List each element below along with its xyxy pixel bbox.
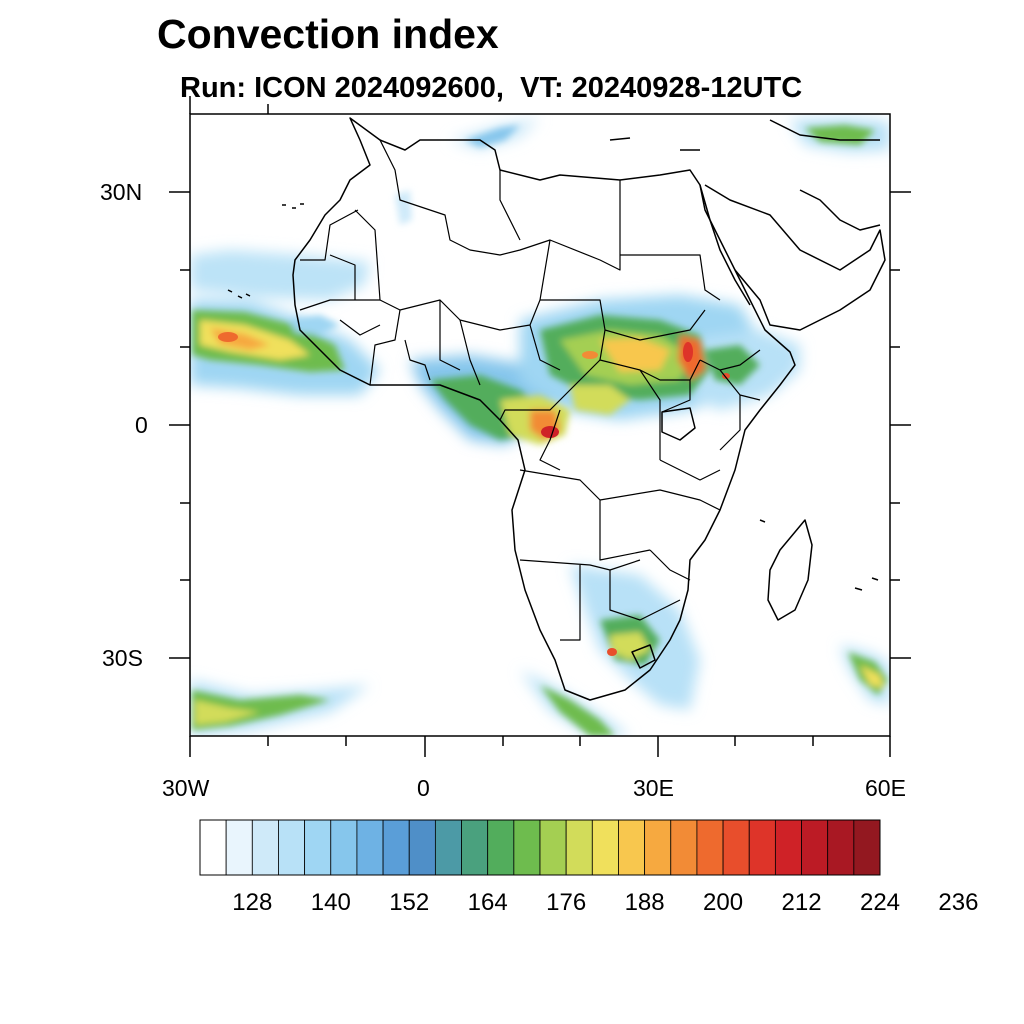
- colorbar-label: 212: [781, 889, 822, 916]
- colorbar-frame: [199, 819, 881, 876]
- colorbar-label: 200: [703, 889, 744, 916]
- y-tick-0: 0: [135, 412, 148, 438]
- figure-title: Convection index: [157, 11, 499, 57]
- colorbar-label: 140: [310, 889, 351, 916]
- colorbar-swatch: [199, 819, 227, 876]
- colorbar-swatch: [774, 819, 802, 876]
- hotspot-senegal: [218, 332, 238, 342]
- colorbar-label: 236: [938, 889, 979, 916]
- turkey-coast: [769, 119, 880, 141]
- madagascar: [767, 519, 813, 621]
- colorbar-swatch: [408, 819, 436, 876]
- colorbar-swatch: [565, 819, 593, 876]
- colorbar-swatch: [853, 819, 881, 876]
- colorbar-label: 152: [389, 889, 430, 916]
- colorbar-swatch: [434, 819, 462, 876]
- colorbar-label: 224: [859, 889, 901, 916]
- colorbar-swatch: [330, 819, 358, 876]
- colorbar-label: 128: [232, 889, 273, 916]
- plot-area: [169, 96, 911, 757]
- coastlines: [227, 117, 886, 701]
- colorbar-swatch: [251, 819, 279, 876]
- arabia-coastline: [704, 184, 886, 331]
- colorbar-swatch: [801, 819, 829, 876]
- country-borders: [299, 139, 761, 641]
- canary-islands: [282, 203, 304, 209]
- colorbar-swatch: [356, 819, 384, 876]
- lesotho: [631, 644, 656, 669]
- colorbar-swatch: [618, 819, 646, 876]
- africa-coastline: [292, 117, 796, 701]
- field-nw-atlantic: [190, 250, 370, 300]
- colorbar-label: 188: [624, 889, 665, 916]
- colorbar-swatch: [225, 819, 253, 876]
- hotspot-sahel: [582, 351, 598, 359]
- x-tick-60e: 60E: [865, 775, 906, 801]
- figure-subtitle: Run: ICON 2024092600, VT: 20240928-12UTC: [180, 72, 803, 104]
- axis-ticks: [169, 96, 911, 757]
- persian-gulf-coast: [799, 189, 881, 231]
- colorbar-label: 164: [467, 889, 508, 916]
- mascarene: [854, 577, 879, 591]
- convection-field: [190, 118, 890, 736]
- colorbar: [199, 819, 881, 876]
- comoros: [759, 519, 766, 523]
- red-sea-west: [699, 184, 751, 306]
- colorbar-swatch: [382, 819, 410, 876]
- colorbar-swatch: [591, 819, 619, 876]
- colorbar-label: 176: [546, 889, 587, 916]
- colorbar-swatch: [513, 819, 541, 876]
- hotspot-ethiopia: [683, 342, 693, 362]
- x-tick-30w: 30W: [162, 775, 210, 801]
- colorbar-swatch: [644, 819, 672, 876]
- hotspot-congo: [541, 426, 559, 438]
- colorbar-swatch: [827, 819, 855, 876]
- x-tick-0: 0: [417, 775, 430, 801]
- colorbar-swatch: [748, 819, 776, 876]
- y-tick-30n: 30N: [100, 179, 143, 205]
- colorbar-swatch: [696, 819, 724, 876]
- x-tick-30e: 30E: [633, 775, 674, 801]
- colorbar-swatch: [278, 819, 306, 876]
- cape-verde: [227, 289, 251, 299]
- y-tick-30s: 30S: [102, 645, 143, 671]
- colorbar-swatch: [539, 819, 567, 876]
- colorbar-swatch: [670, 819, 698, 876]
- colorbar-swatch: [722, 819, 750, 876]
- colorbar-swatch: [461, 819, 489, 876]
- colorbar-swatch: [304, 819, 332, 876]
- field-cape-halo: [520, 670, 630, 736]
- crete: [609, 137, 631, 141]
- lake-victoria: [661, 407, 696, 441]
- hotspot-drakensberg: [607, 648, 617, 656]
- colorbar-swatch: [487, 819, 515, 876]
